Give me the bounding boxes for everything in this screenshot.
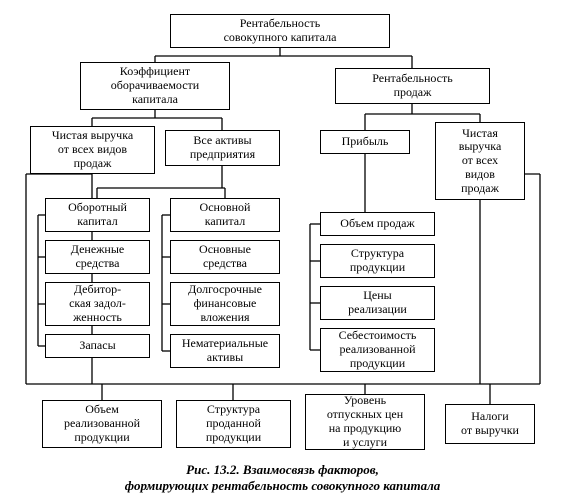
caption-line1: Рис. 13.2. Взаимосвязь факторов, xyxy=(186,462,379,477)
node-koef: Коэффициентоборачиваемостикапитала xyxy=(80,62,230,110)
node-zapasy: Запасы xyxy=(45,334,150,358)
node-dolg: Долгосрочныефинансовыевложения xyxy=(170,282,280,326)
node-root: Рентабельностьсовокупного капитала xyxy=(170,14,390,48)
node-sebest: Себестоимостьреализованнойпродукции xyxy=(320,328,435,372)
node-den: Денежныесредства xyxy=(45,240,150,274)
node-vseakt: Все активыпредприятия xyxy=(165,130,280,166)
node-obem: Объем продаж xyxy=(320,212,435,236)
node-b_strukt: Структурапроданнойпродукции xyxy=(176,400,291,448)
node-chistvyr2: Чистаявыручкаот всехвидовпродаж xyxy=(435,122,525,200)
node-osnkap: Основнойкапитал xyxy=(170,198,280,232)
node-osnsred: Основныесредства xyxy=(170,240,280,274)
node-b_uroven: Уровеньотпускных ценна продукциюи услуги xyxy=(305,394,425,450)
node-nemat: Нематериальныеактивы xyxy=(170,334,280,368)
node-rentprod: Рентабельностьпродаж xyxy=(335,68,490,104)
figure-caption: Рис. 13.2. Взаимосвязь факторов, формиру… xyxy=(0,462,565,495)
node-ceny: Ценыреализации xyxy=(320,286,435,320)
diagram-canvas: Рис. 13.2. Взаимосвязь факторов, формиру… xyxy=(0,0,565,503)
caption-line2: формирующих рентабельность совокупного к… xyxy=(125,478,441,493)
node-b_nalogi: Налогиот выручки xyxy=(445,404,535,444)
node-strukt: Структурапродукции xyxy=(320,244,435,278)
node-debit: Дебитор-ская задол-женность xyxy=(45,282,150,326)
node-chistvyr1: Чистая выручкаот всех видовпродаж xyxy=(30,126,155,174)
node-pribyl: Прибыль xyxy=(320,130,410,154)
node-b_obem: Объемреализованнойпродукции xyxy=(42,400,162,448)
node-oborot: Оборотныйкапитал xyxy=(45,198,150,232)
